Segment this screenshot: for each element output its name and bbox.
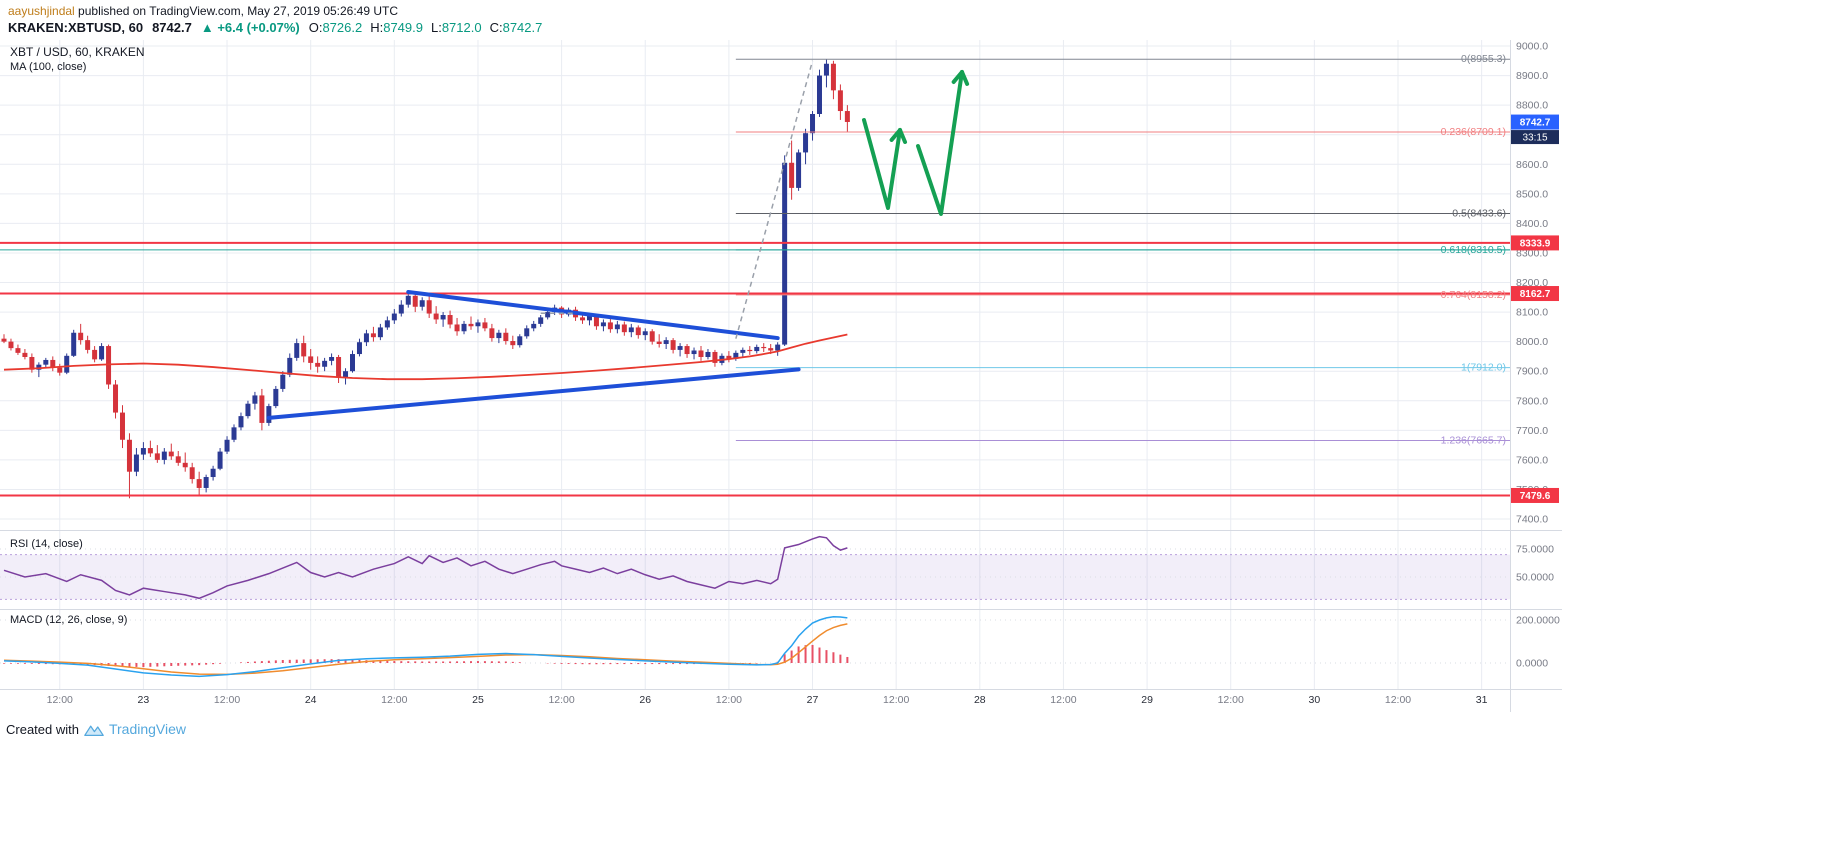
svg-text:8400.0: 8400.0 <box>1516 218 1548 230</box>
open-value: 8726.2 <box>322 20 363 35</box>
tradingview-brand-link[interactable]: TradingView <box>108 721 187 737</box>
candlesticks <box>1 59 850 499</box>
created-with-text: Created with <box>6 721 79 737</box>
svg-text:8900.0: 8900.0 <box>1516 70 1548 82</box>
dashed-guide-lines[interactable] <box>540 60 814 339</box>
svg-text:12:00: 12:00 <box>1218 694 1244 706</box>
svg-text:0.236(8709.1): 0.236(8709.1) <box>1441 126 1506 138</box>
svg-text:23: 23 <box>138 694 150 706</box>
svg-text:25: 25 <box>472 694 484 706</box>
svg-text:1(7912.0): 1(7912.0) <box>1461 362 1506 374</box>
price-scale-labels: 8333.9 8162.7 7479.6 8742.7 33:15 <box>1511 114 1559 503</box>
svg-text:12:00: 12:00 <box>716 694 742 706</box>
close-value: 8742.7 <box>502 20 543 35</box>
symbol-info-bar: KRAKEN:XBTUSD, 60 8742.7 ▲ +6.4 (+0.07%)… <box>8 20 542 35</box>
svg-text:7700.0: 7700.0 <box>1516 425 1548 437</box>
svg-text:0.0000: 0.0000 <box>1516 658 1548 670</box>
svg-text:8800.0: 8800.0 <box>1516 100 1548 112</box>
symbol-title[interactable]: KRAKEN:XBTUSD, 60 <box>8 20 144 35</box>
svg-text:7479.6: 7479.6 <box>1520 491 1551 502</box>
svg-text:33:15: 33:15 <box>1522 133 1547 144</box>
svg-text:8000.0: 8000.0 <box>1516 336 1548 348</box>
svg-text:30: 30 <box>1309 694 1321 706</box>
svg-text:12:00: 12:00 <box>214 694 240 706</box>
trendlines[interactable] <box>266 289 801 420</box>
svg-text:8333.9: 8333.9 <box>1520 238 1551 249</box>
svg-text:8162.7: 8162.7 <box>1520 289 1551 300</box>
macd-signal-line <box>3 623 848 676</box>
svg-text:26: 26 <box>639 694 651 706</box>
price-change: ▲ +6.4 (+0.07%) <box>200 20 300 35</box>
ma100-line <box>3 333 848 381</box>
svg-text:29: 29 <box>1141 694 1153 706</box>
attribution-line: aayushjindal published on TradingView.co… <box>8 4 398 18</box>
high-label: H: <box>370 20 384 35</box>
svg-text:50.0000: 50.0000 <box>1516 572 1554 584</box>
footer: Created with TradingView <box>6 721 186 737</box>
macd-pane-legend[interactable]: MACD (12, 26, close, 9) <box>10 614 128 626</box>
svg-text:12:00: 12:00 <box>883 694 909 706</box>
time-scale[interactable]: 12:00 23 12:00 24 12:00 25 12:00 26 12:00 27 12:00… <box>47 694 1488 706</box>
low-label: L: <box>430 20 442 35</box>
svg-text:27: 27 <box>807 694 819 706</box>
svg-text:7800.0: 7800.0 <box>1516 395 1548 407</box>
svg-text:7900.0: 7900.0 <box>1516 366 1548 378</box>
svg-text:75.0000: 75.0000 <box>1516 544 1554 556</box>
ohlc-readout: O:8726.2 H:8749.9 L:8712.0 C:8742.7 <box>309 20 543 35</box>
svg-text:0.5(8433.6): 0.5(8433.6) <box>1452 207 1506 219</box>
svg-text:1.236(7665.7): 1.236(7665.7) <box>1441 434 1506 446</box>
svg-text:8100.0: 8100.0 <box>1516 307 1548 319</box>
svg-text:8500.0: 8500.0 <box>1516 188 1548 200</box>
svg-text:12:00: 12:00 <box>1050 694 1076 706</box>
rsi-line <box>3 535 848 600</box>
svg-text:8200.0: 8200.0 <box>1516 277 1548 289</box>
svg-text:7400.0: 7400.0 <box>1516 514 1548 526</box>
svg-text:8300.0: 8300.0 <box>1516 247 1548 259</box>
svg-text:0.764(8158.2): 0.764(8158.2) <box>1441 289 1506 301</box>
tradingview-logo-icon <box>84 725 104 736</box>
svg-text:12:00: 12:00 <box>381 694 407 706</box>
svg-text:7600.0: 7600.0 <box>1516 454 1548 466</box>
svg-text:12:00: 12:00 <box>1385 694 1411 706</box>
author-username[interactable]: aayushjindal <box>8 4 75 18</box>
high-value: 8749.9 <box>383 20 423 35</box>
open-label: O: <box>308 20 323 35</box>
published-text: published on TradingView.com, May 27, 20… <box>74 4 399 18</box>
svg-text:0.618(8310.5): 0.618(8310.5) <box>1441 244 1506 256</box>
svg-text:8742.7: 8742.7 <box>1520 118 1551 129</box>
svg-text:8600.0: 8600.0 <box>1516 159 1548 171</box>
ma-indicator-legend[interactable]: MA (100, close) <box>10 61 87 73</box>
svg-text:24: 24 <box>305 694 317 706</box>
horizontal-price-lines[interactable] <box>0 241 1510 497</box>
last-price-value: 8742.7 <box>152 20 192 35</box>
low-value: 8712.0 <box>441 20 482 35</box>
svg-text:9000.0: 9000.0 <box>1516 41 1548 53</box>
svg-text:0(8955.3): 0(8955.3) <box>1461 53 1506 65</box>
svg-text:200.0000: 200.0000 <box>1516 615 1560 627</box>
rsi-pane-legend[interactable]: RSI (14, close) <box>10 538 83 550</box>
rsi-band <box>0 548 1510 664</box>
svg-text:31: 31 <box>1476 694 1488 706</box>
close-label: C: <box>489 20 503 35</box>
up-arrow-annotations[interactable] <box>862 70 970 216</box>
main-pane-legend[interactable]: XBT / USD, 60, KRAKEN <box>10 45 145 59</box>
fibonacci-retracement[interactable]: 0(8955.3) 0.236(8709.1) 0.5(8433.6) 0.618(8… <box>735 53 1510 446</box>
gridlines <box>0 40 1562 712</box>
svg-text:28: 28 <box>974 694 986 706</box>
macd-line <box>3 616 848 678</box>
svg-text:12:00: 12:00 <box>548 694 574 706</box>
svg-text:12:00: 12:00 <box>47 694 73 706</box>
